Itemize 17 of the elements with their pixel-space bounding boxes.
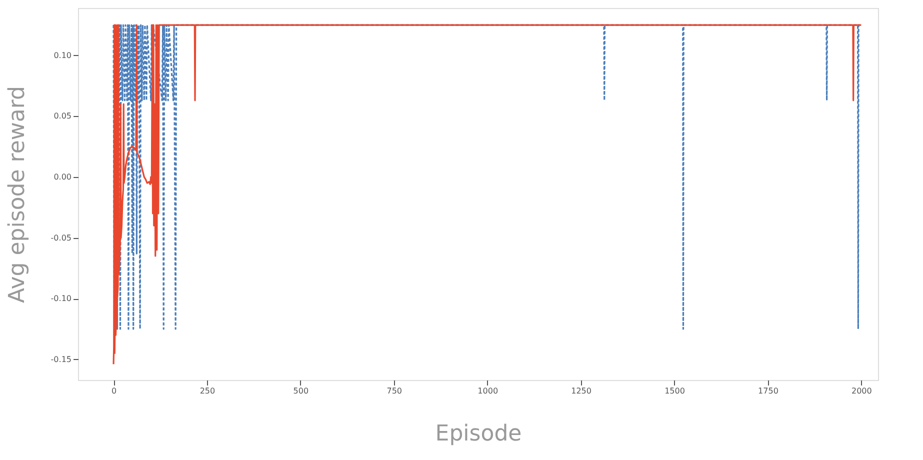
x-tick-label: 1250	[571, 386, 592, 396]
y-tick-label: -0.10	[50, 294, 72, 304]
y-axis-title: Avg episode reward	[4, 86, 30, 303]
x-tick-label: 1750	[758, 386, 778, 396]
x-tick-label: 1500	[664, 386, 685, 396]
y-tick-label: -0.15	[50, 354, 72, 364]
y-tick-label: -0.05	[50, 233, 72, 242]
x-axis-title: Episode	[435, 422, 522, 446]
x-tick-label: 2000	[852, 386, 872, 396]
x-tick-label: 1000	[478, 386, 498, 396]
y-tick-label: 0.05	[54, 112, 72, 121]
y-tick-label: 0.10	[54, 50, 72, 60]
x-tick-label: 0	[111, 386, 117, 396]
x-tick-label: 750	[386, 386, 402, 396]
x-tick-label: 500	[293, 386, 309, 396]
y-tick-label: 0.00	[54, 172, 72, 182]
x-tick-label: 250	[200, 386, 216, 396]
